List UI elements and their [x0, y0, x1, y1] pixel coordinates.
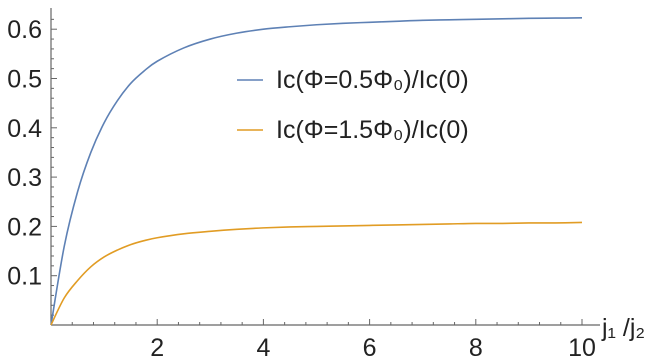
x-tick-label: 10	[568, 334, 596, 362]
series-layer	[50, 17, 583, 326]
y-tick-label: 0.1	[7, 263, 42, 291]
x-tick-label: 2	[150, 334, 164, 362]
y-tick-label: 0.2	[7, 213, 42, 241]
legend: Ic(Φ=0.5Φ₀)/Ic(0) Ic(Φ=1.5Φ₀)/Ic(0)	[237, 66, 469, 144]
series-line-1	[50, 17, 583, 326]
y-tick-label: 0.3	[7, 164, 42, 192]
x-ticks: 2 4 6 8 10	[71, 319, 596, 362]
y-ticks: 0.1 0.2 0.3 0.4 0.5 0.6	[7, 16, 57, 316]
x-tick-label: 6	[363, 334, 377, 362]
x-tick-label: 8	[469, 334, 483, 362]
legend-label-1: Ic(Φ=0.5Φ₀)/Ic(0)	[276, 66, 469, 94]
y-tick-label: 0.6	[7, 16, 42, 44]
y-tick-label: 0.4	[7, 115, 42, 143]
x-axis-label: j₁ /j₂	[601, 314, 645, 342]
series-line-2	[50, 221, 583, 326]
legend-label-2: Ic(Φ=1.5Φ₀)/Ic(0)	[276, 116, 469, 144]
axes	[50, 8, 600, 326]
x-tick-label: 4	[256, 334, 270, 362]
y-tick-label: 0.5	[7, 66, 42, 94]
